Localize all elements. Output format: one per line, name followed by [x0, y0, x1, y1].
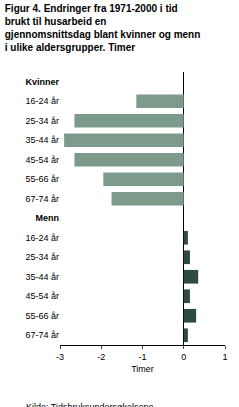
svg-text:-1: -1	[138, 352, 146, 362]
svg-text:45-54 år: 45-54 år	[25, 155, 59, 165]
svg-text:Kilde: Tidsbruksundersøkelsene: Kilde: Tidsbruksundersøkelsene.	[26, 402, 156, 407]
svg-text:25-34 år: 25-34 år	[25, 252, 59, 262]
svg-text:16-24 år: 16-24 år	[25, 233, 59, 243]
svg-text:45-54 år: 45-54 år	[25, 291, 59, 301]
svg-text:-3: -3	[56, 352, 64, 362]
svg-text:Figur 4. Endringer fra 1971-20: Figur 4. Endringer fra 1971-2000 i tidbr…	[5, 3, 201, 53]
svg-text:55-66 år: 55-66 år	[25, 174, 59, 184]
svg-text:35-44 år: 35-44 år	[25, 135, 59, 145]
svg-text:Kvinner: Kvinner	[25, 77, 59, 87]
svg-text:Menn: Menn	[36, 213, 60, 223]
svg-text:-2: -2	[97, 352, 105, 362]
svg-text:0: 0	[181, 352, 186, 362]
svg-text:Timer: Timer	[131, 364, 154, 374]
svg-text:67-74 år: 67-74 år	[25, 194, 59, 204]
svg-text:35-44 år: 35-44 år	[25, 272, 59, 282]
svg-text:55-66 år: 55-66 år	[25, 311, 59, 321]
svg-text:16-24 år: 16-24 år	[25, 96, 59, 106]
svg-text:67-74 år: 67-74 år	[25, 330, 59, 340]
svg-text:25-34 år: 25-34 år	[25, 116, 59, 126]
svg-text:1: 1	[222, 352, 227, 362]
